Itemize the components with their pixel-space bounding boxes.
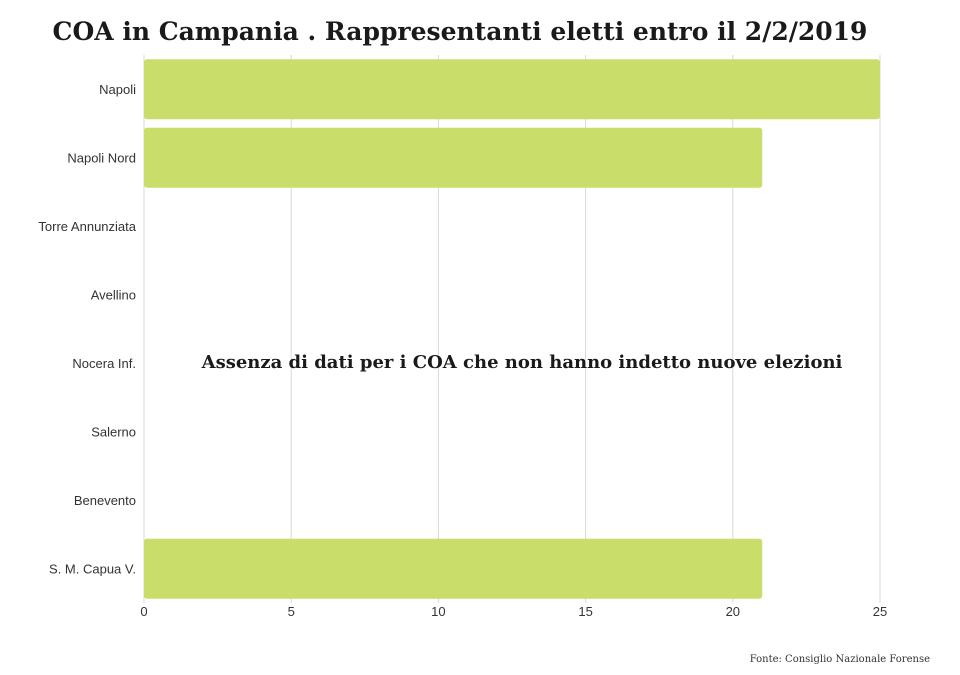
category-label: Torre Annunziata (38, 219, 136, 234)
source-note: Fonte: Consiglio Nazionale Forense (750, 654, 930, 665)
chart-title: COA in Campania . Rappresentanti eletti … (53, 17, 868, 46)
x-tick-label: 5 (288, 604, 295, 619)
x-tick-label: 20 (726, 604, 740, 619)
x-tick-label: 15 (578, 604, 592, 619)
x-tick-label: 25 (873, 604, 887, 619)
category-label: S. M. Capua V. (49, 561, 136, 576)
category-label: Nocera Inf. (72, 356, 136, 371)
no-data-annotation: Assenza di dati per i COA che non hanno … (201, 352, 843, 373)
category-labels: Napoli Napoli Nord Torre Annunziata Avellin… (38, 82, 136, 577)
bar (144, 127, 763, 188)
x-tick-label: 0 (140, 604, 147, 619)
x-tick-label: 10 (431, 604, 445, 619)
category-label: Benevento (74, 493, 136, 508)
x-tick-labels: 0 5 10 15 20 25 (140, 604, 887, 619)
bar (144, 538, 763, 599)
bar (144, 59, 880, 120)
category-label: Napoli Nord (67, 150, 136, 165)
category-label: Napoli (99, 82, 136, 97)
category-label: Salerno (91, 424, 136, 439)
bars (144, 59, 880, 599)
category-label: Avellino (91, 287, 136, 302)
